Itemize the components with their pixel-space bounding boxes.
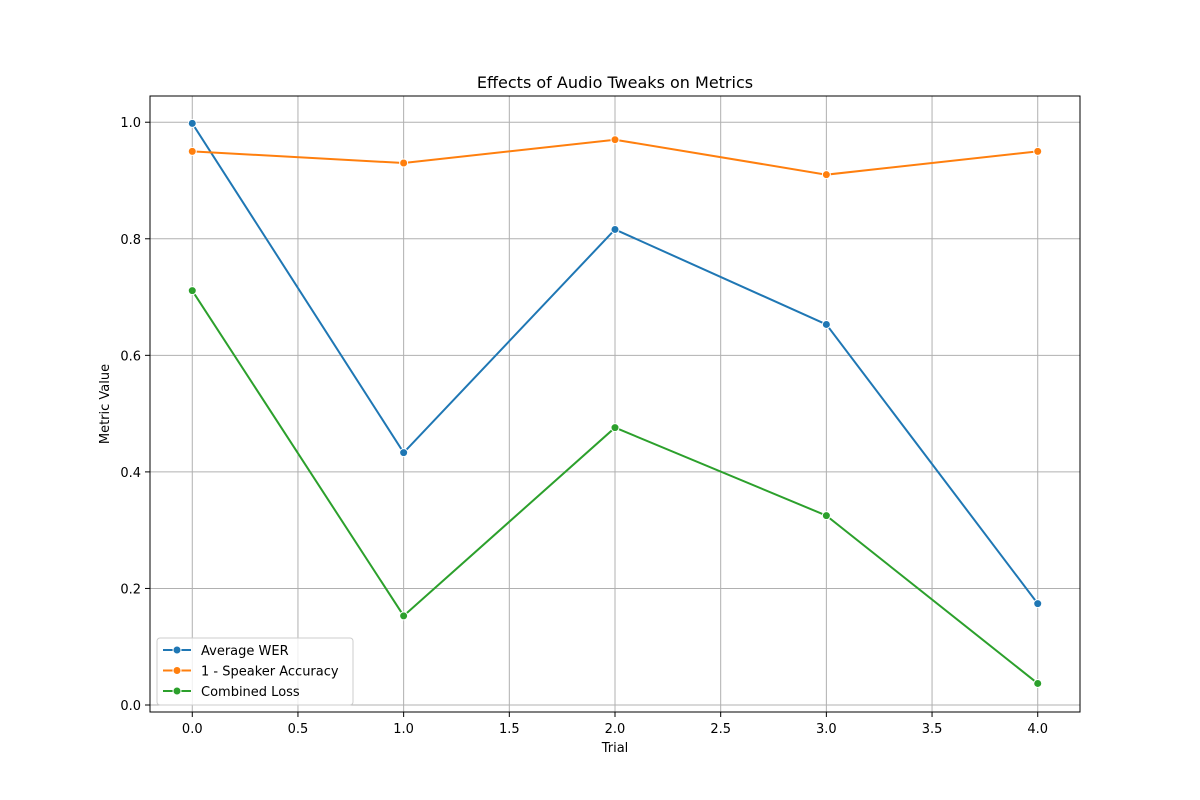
data-point-1-speaker-accuracy: [821, 170, 831, 180]
x-axis-ticks: 0.0 0.5 1.0 1.5 2.0 2.5 3.0 3.5 4.0: [182, 712, 1048, 737]
legend-label: Average WER: [201, 644, 289, 659]
x-tick-label: 1.0: [393, 722, 414, 737]
data-point-average-wer: [610, 224, 620, 234]
x-tick-label: 3.0: [816, 722, 837, 737]
x-tick-label: 3.5: [922, 722, 943, 737]
x-axis-label: Trial: [601, 741, 629, 756]
y-axis-ticks: 0.0 0.2 0.4 0.6 0.8 1.0: [120, 116, 150, 714]
data-point-average-wer: [1033, 599, 1043, 609]
y-tick-label: 0.0: [120, 699, 141, 714]
data-point-1-speaker-accuracy: [610, 135, 620, 145]
x-tick-label: 0.0: [182, 722, 203, 737]
data-point-combined-loss: [187, 286, 197, 296]
data-point-1-speaker-accuracy: [1033, 146, 1043, 156]
series-layer: [187, 118, 1043, 688]
y-tick-label: 0.4: [120, 466, 141, 481]
data-point-combined-loss: [821, 511, 831, 521]
x-tick-label: 2.5: [710, 722, 731, 737]
x-tick-label: 2.0: [605, 722, 626, 737]
chart-title: Effects of Audio Tweaks on Metrics: [477, 73, 753, 92]
y-tick-label: 0.2: [120, 582, 141, 597]
grid: [150, 96, 1080, 712]
y-tick-label: 0.6: [120, 349, 141, 364]
data-point-1-speaker-accuracy: [399, 158, 409, 168]
data-point-combined-loss: [610, 423, 620, 433]
legend-box: [156, 637, 354, 706]
data-point-average-wer: [187, 118, 197, 128]
x-tick-label: 0.5: [288, 722, 309, 737]
y-tick-label: 0.8: [120, 233, 141, 248]
data-point-combined-loss: [1033, 678, 1043, 688]
legend-swatch-marker: [172, 666, 182, 675]
y-tick-label: 1.0: [120, 116, 141, 131]
y-axis-label: Metric Value: [98, 364, 113, 444]
data-point-1-speaker-accuracy: [187, 146, 197, 156]
legend-label: Combined Loss: [201, 685, 300, 700]
x-tick-label: 1.5: [499, 722, 520, 737]
x-tick-label: 4.0: [1027, 722, 1048, 737]
data-point-average-wer: [399, 448, 409, 458]
legend: Average WER 1 - Speaker Accuracy Combined …: [156, 637, 354, 706]
legend-label: 1 - Speaker Accuracy: [201, 665, 339, 680]
legend-swatch-marker: [172, 686, 182, 696]
data-point-average-wer: [821, 319, 831, 329]
legend-swatch-marker: [172, 645, 182, 655]
data-point-combined-loss: [399, 611, 409, 621]
